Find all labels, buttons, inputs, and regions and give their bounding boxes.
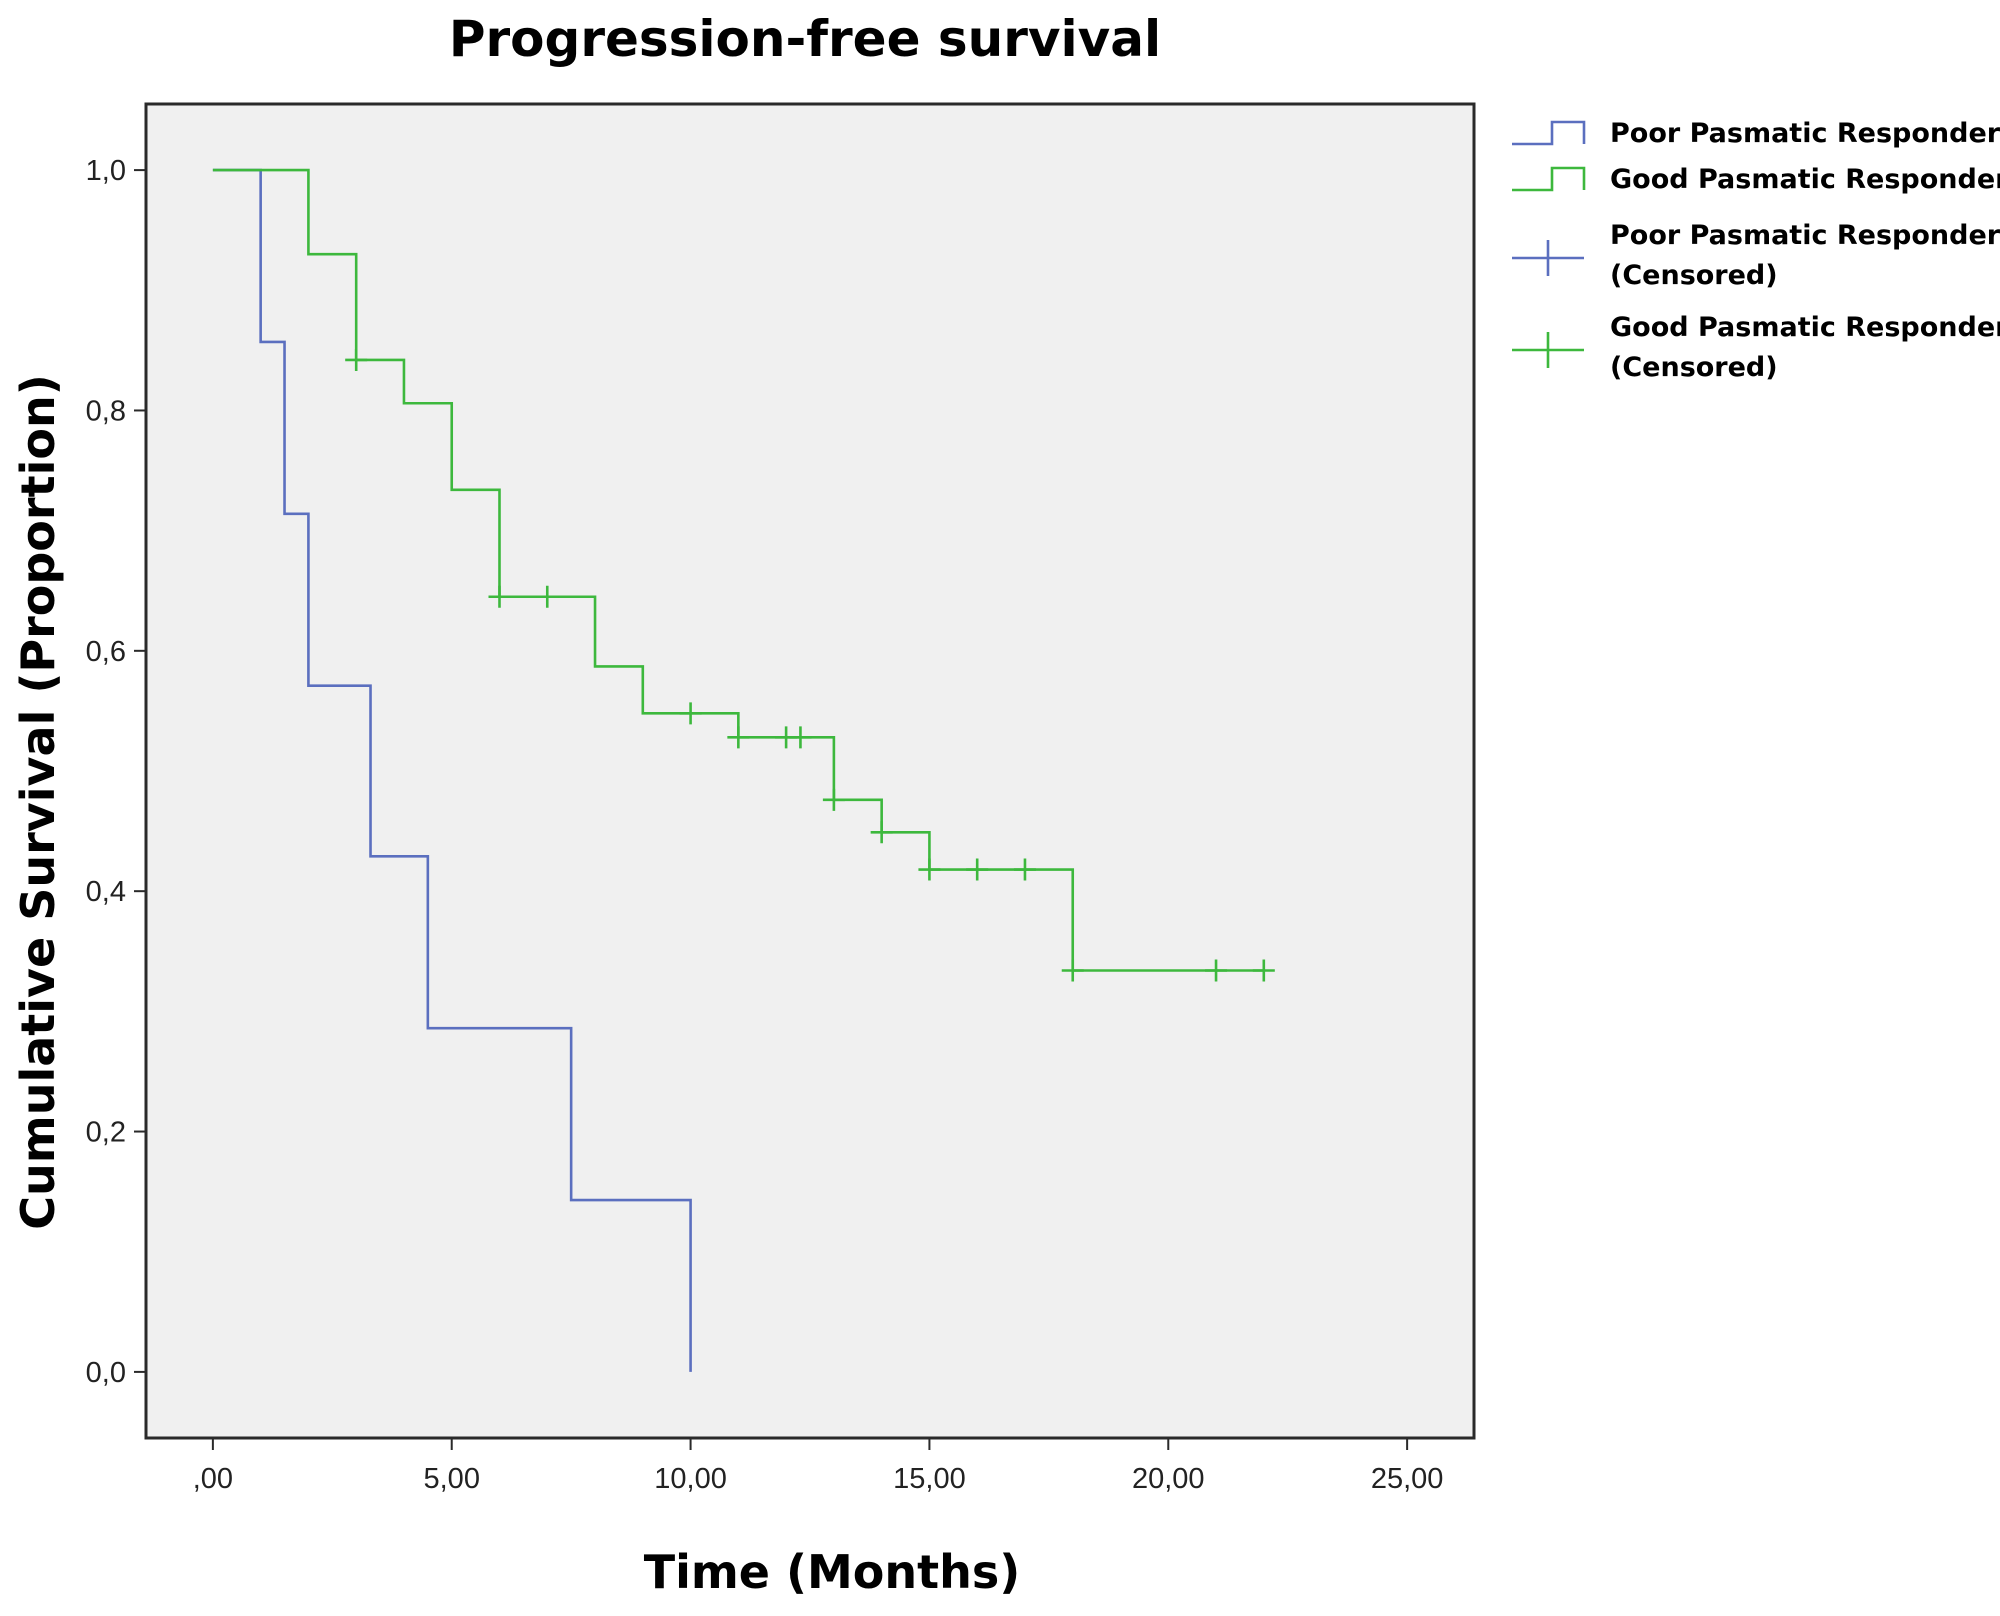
censor-mark (918, 858, 941, 881)
censor-mark (789, 726, 812, 749)
y-axis-label: Cumulative Survival (Proportion) (11, 374, 65, 1229)
y-tick-label: 0,8 (86, 395, 126, 427)
y-tick-label: 0,6 (86, 636, 126, 668)
legend-step-symbol (1512, 120, 1586, 146)
legend-label: Good Pasmatic Responder (1610, 312, 2000, 343)
legend-label: Poor Pasmatic Responder (1610, 118, 2000, 149)
x-tick-label: 10,00 (654, 1463, 727, 1495)
censor-mark (966, 858, 989, 881)
legend-label: Poor Pasmatic Responder (1610, 220, 2000, 251)
x-axis-label: Time (Months) (644, 1545, 1021, 1599)
x-tick-label: ,00 (193, 1463, 233, 1495)
censor-mark (870, 821, 893, 844)
y-tick-label: 0,0 (86, 1357, 126, 1389)
legend-label-line2: (Censored) (1610, 352, 1778, 383)
censor-mark (345, 348, 368, 371)
x-tick-label: 20,00 (1132, 1463, 1205, 1495)
censor-mark (679, 702, 702, 725)
censor-mark (488, 585, 511, 608)
chart-title: Progression-free survival (449, 10, 1161, 68)
x-tick-label: 25,00 (1371, 1463, 1444, 1495)
y-tick-label: 0,4 (86, 876, 126, 908)
legend-plus-symbol (1512, 240, 1584, 276)
censor-mark (727, 726, 750, 749)
censor-mark (1205, 959, 1228, 982)
series-layer (212, 168, 1275, 1372)
censor-mark (1061, 959, 1084, 982)
x-tick-label: 5,00 (424, 1463, 480, 1495)
censor-mark (1013, 858, 1036, 881)
series-line-poor (212, 168, 692, 1372)
y-tick-label: 1,0 (86, 155, 126, 187)
legend-plus-symbol (1512, 332, 1584, 368)
plot-area (144, 102, 1476, 1440)
x-tick-label: 15,00 (893, 1463, 966, 1495)
y-tick-label: 0,2 (86, 1117, 126, 1149)
x-axis: ,00 5,00 10,00 15,00 20,00 25,00 (193, 1438, 1444, 1495)
legend-label: Good Pasmatic Responder (1610, 164, 2000, 195)
y-axis: 0,0 0,2 0,4 0,6 0,8 1,0 (86, 155, 146, 1389)
legend-label-line2: (Censored) (1610, 260, 1778, 291)
legend-step-symbol (1512, 166, 1586, 192)
censor-mark (1252, 959, 1275, 982)
censor-mark (536, 585, 559, 608)
legend: Poor Pasmatic Responder Good Pasmatic Res… (1512, 118, 2000, 383)
censor-mark (822, 788, 845, 811)
